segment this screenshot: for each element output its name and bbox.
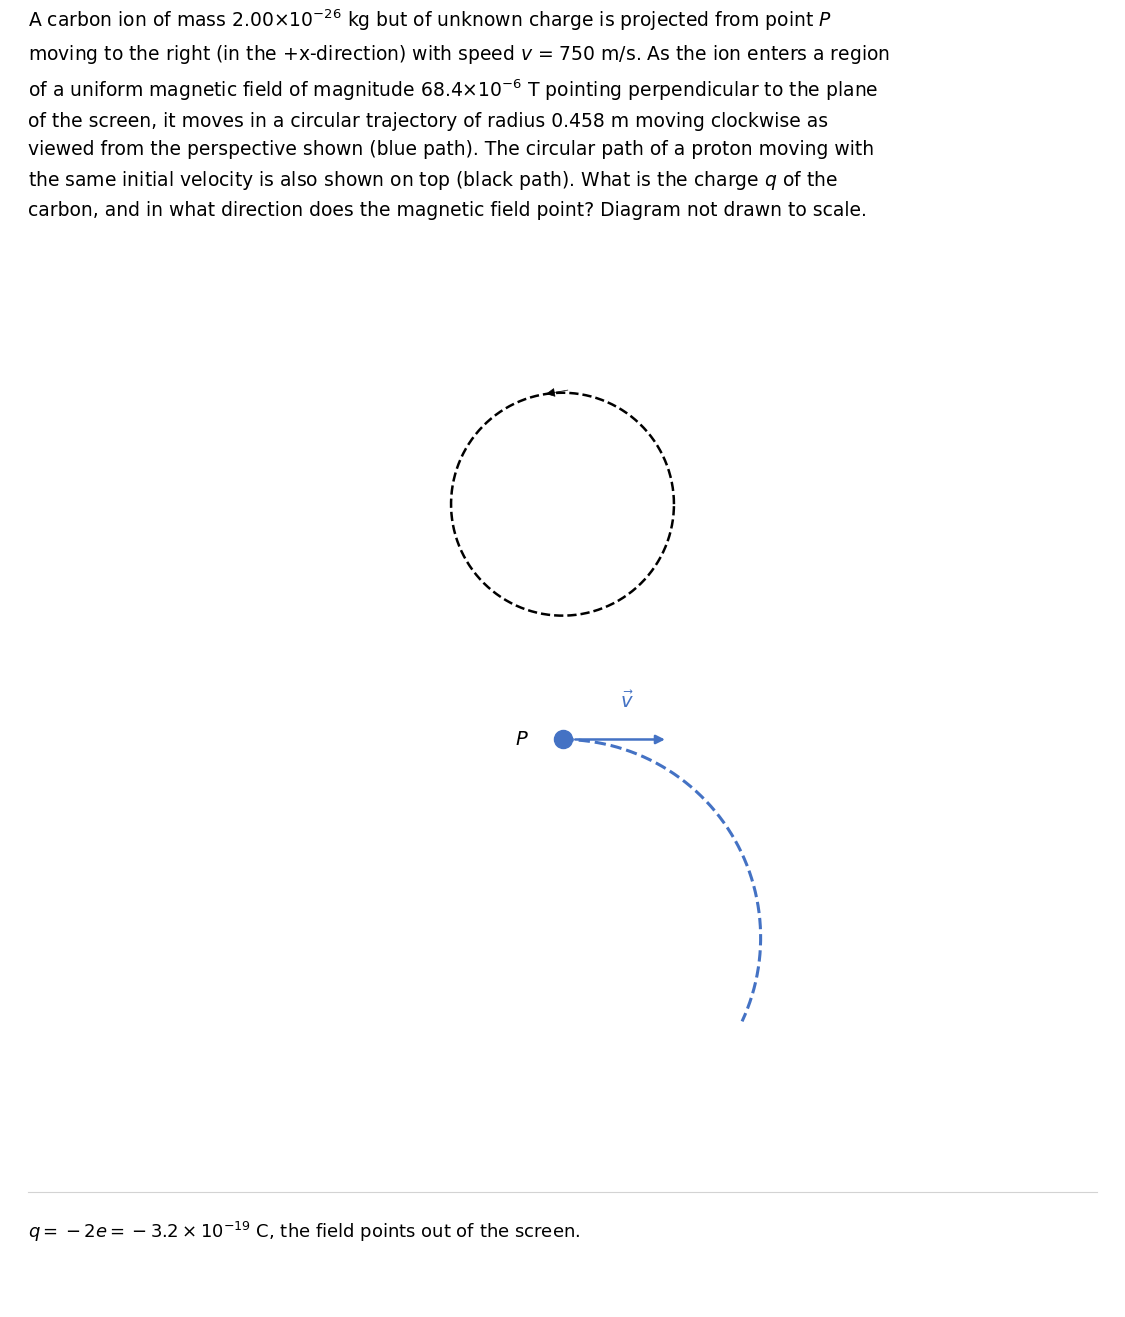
Text: A carbon ion of mass 2.00×10$^{-26}$ kg but of unknown charge is projected from : A carbon ion of mass 2.00×10$^{-26}$ kg … bbox=[28, 7, 890, 220]
Text: $\vec{v}$: $\vec{v}$ bbox=[620, 690, 633, 711]
Text: $P$: $P$ bbox=[515, 730, 529, 749]
Text: $q = -2e = -3.2\times10^{-19}$ C, the field points out of the screen.: $q = -2e = -3.2\times10^{-19}$ C, the fi… bbox=[28, 1220, 580, 1245]
